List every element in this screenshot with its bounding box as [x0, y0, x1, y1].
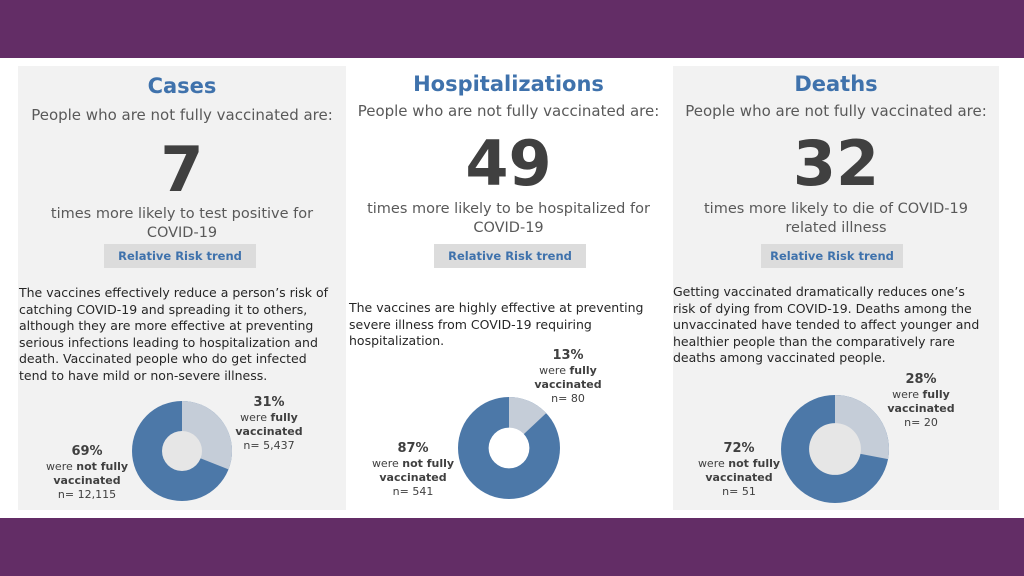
- risk-description-line: times more likely to test positive for: [50, 206, 314, 222]
- fully-text: fully: [569, 364, 597, 377]
- paragraph-line: healthier people than the comparatively …: [673, 333, 955, 349]
- relative-risk-trend-button[interactable]: Relative Risk trend: [761, 244, 903, 268]
- were-text: were: [240, 411, 271, 424]
- paragraph-line: risk of dying from COVID-19. Deaths amon…: [673, 300, 972, 316]
- relative-risk-trend-button[interactable]: Relative Risk trend: [104, 244, 256, 268]
- risk-description-line: times more likely to die of COVID-19: [703, 201, 968, 217]
- not-fully-text: not fully: [76, 460, 129, 473]
- fully-text: fully: [922, 388, 950, 401]
- unvaccinated-count: n= 51: [722, 485, 756, 498]
- hospitalizations-panel: Hospitalizations People who are not full…: [346, 66, 671, 510]
- risk-description-line: COVID-19: [146, 225, 218, 241]
- panel-paragraph: Getting vaccinated dramatically reduces …: [673, 284, 997, 367]
- were-text: were: [539, 364, 570, 377]
- panel-subtitle: People who are not fully vaccinated are:: [357, 102, 660, 120]
- risk-multiplier: 7: [160, 133, 204, 206]
- unvaccinated-label: 87% were not fully vaccinated n= 541: [368, 441, 458, 499]
- vaccinated-label: 31% were fully vaccinated n= 5,437: [232, 395, 306, 453]
- unvaccinated-label: 72% were not fully vaccinated n= 51: [695, 441, 783, 499]
- unvaccinated-percent: 87%: [397, 441, 429, 456]
- risk-multiplier: 49: [465, 127, 552, 200]
- paragraph-line: serious infections leading to hospitaliz…: [19, 334, 318, 350]
- were-text: were: [892, 388, 923, 401]
- panel-title: Cases: [147, 74, 217, 98]
- paragraph-line: The vaccines are highly effective at pre…: [349, 300, 644, 315]
- risk-description: times more likely to die of COVID-19 rel…: [683, 200, 989, 238]
- paragraph-line: tend to have mild or non-severe illness.: [19, 367, 268, 383]
- donut-hole: [162, 431, 202, 471]
- relative-risk-trend-button[interactable]: Relative Risk trend: [434, 244, 586, 268]
- paragraph-line: Getting vaccinated dramatically reduces …: [673, 284, 965, 299]
- were-text: were: [371, 457, 403, 470]
- vaccinated-text: vaccinated: [53, 474, 121, 487]
- paragraph-line: death. Vaccinated people who do get infe…: [19, 351, 307, 366]
- vaccination-donut-chart: [458, 397, 560, 499]
- unvaccinated-percent: 69%: [71, 444, 103, 459]
- vaccinated-label: 28% were fully vaccinated n= 20: [885, 372, 957, 430]
- paragraph-line: catching COVID-19 and spreading it to ot…: [19, 301, 308, 317]
- panel-paragraph: The vaccines are highly effective at pre…: [349, 300, 669, 350]
- not-fully-text: not fully: [402, 457, 455, 470]
- vaccinated-text: vaccinated: [705, 471, 773, 484]
- vaccinated-count: n= 80: [551, 392, 585, 405]
- risk-multiplier: 32: [792, 127, 880, 200]
- vaccinated-text: vaccinated: [887, 402, 955, 415]
- paragraph-line: hospitalization.: [349, 333, 445, 348]
- panel-title: Hospitalizations: [413, 72, 604, 96]
- vaccinated-percent: 28%: [905, 372, 937, 387]
- vaccinated-percent: 31%: [253, 395, 285, 410]
- top-banner: [0, 0, 1024, 58]
- unvaccinated-label: 69% were not fully vaccinated n= 12,115: [42, 444, 132, 502]
- panel-subtitle: People who are not fully vaccinated are:: [31, 106, 333, 124]
- vaccinated-text: vaccinated: [534, 378, 602, 391]
- were-text: were: [697, 457, 729, 470]
- paragraph-line: unvaccinated have tended to affect young…: [673, 317, 980, 332]
- donut-hole: [488, 427, 530, 469]
- paragraph-line: severe illness from COVID-19 requiring: [349, 316, 592, 332]
- unvaccinated-count: n= 12,115: [57, 488, 117, 501]
- vaccination-donut-chart: [132, 401, 232, 501]
- risk-description-line: related illness: [785, 220, 887, 236]
- risk-description: times more likely to test positive for C…: [28, 205, 336, 243]
- vaccinated-text: vaccinated: [235, 425, 303, 438]
- vaccinated-label: 13% were fully vaccinated n= 80: [532, 348, 604, 406]
- donut-hole: [809, 423, 861, 475]
- paragraph-line: deaths among vaccinated people.: [673, 350, 886, 365]
- cases-panel: Cases People who are not fully vaccinate…: [18, 66, 346, 510]
- unvaccinated-count: n= 541: [392, 485, 434, 498]
- not-fully-text: not fully: [728, 457, 781, 470]
- vaccinated-count: n= 5,437: [243, 439, 295, 452]
- vaccinated-text: vaccinated: [379, 471, 447, 484]
- risk-description-line: times more likely to be hospitalized for: [367, 201, 650, 217]
- risk-description-line: COVID-19: [473, 220, 544, 236]
- were-text: were: [45, 460, 77, 473]
- bottom-banner: [0, 518, 1024, 576]
- paragraph-line: although they are more effective at prev…: [19, 318, 314, 333]
- panel-subtitle: People who are not fully vaccinated are:: [685, 102, 987, 120]
- unvaccinated-percent: 72%: [723, 441, 755, 456]
- vaccinated-percent: 13%: [552, 348, 584, 363]
- vaccinated-count: n= 20: [904, 416, 938, 429]
- panel-title: Deaths: [794, 72, 878, 96]
- panel-paragraph: The vaccines effectively reduce a person…: [19, 285, 345, 384]
- paragraph-line: The vaccines effectively reduce a person…: [19, 285, 329, 300]
- risk-description: times more likely to be hospitalized for…: [356, 200, 661, 238]
- deaths-panel: Deaths People who are not fully vaccinat…: [673, 66, 999, 510]
- fully-text: fully: [270, 411, 298, 424]
- vaccination-donut-chart: [781, 395, 889, 503]
